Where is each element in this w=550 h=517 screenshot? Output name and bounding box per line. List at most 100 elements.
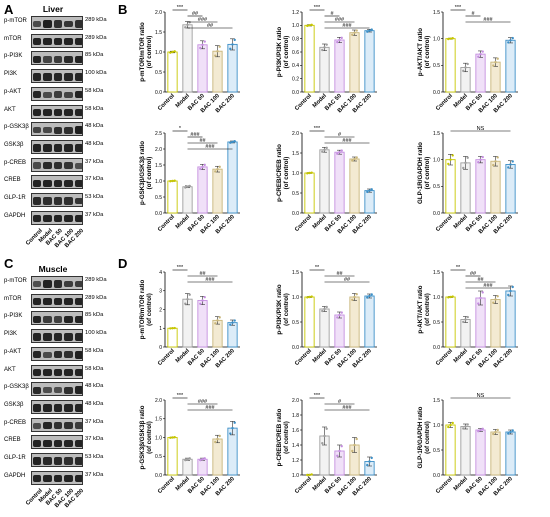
blot-strip (31, 157, 83, 172)
data-point (464, 66, 467, 69)
blot-band (43, 127, 52, 134)
blot-band (74, 37, 82, 46)
blot-strip (31, 86, 83, 101)
data-point (355, 437, 358, 441)
blot-band (74, 20, 82, 28)
data-point (509, 163, 512, 166)
blot-band (74, 126, 82, 134)
chart-10: 1.0 1.2 1.4 1.6 1.8 2.0 p-CREB/CREB ratio (of c… (276, 393, 377, 497)
data-point (308, 295, 311, 299)
blot-kda-label: 289 kDa (85, 34, 107, 41)
western-blot-muscle: Muscle p-mTOR 289 kDa mTOR 289 kDa p-PI3K 85 k… (4, 258, 116, 516)
data-point (479, 52, 482, 56)
blot-band (43, 474, 52, 483)
y-tick-label: 0 (159, 345, 162, 351)
data-point (216, 50, 219, 53)
data-point (366, 190, 369, 194)
y-tick-label: 1.0 (292, 171, 299, 177)
blot-band (64, 333, 73, 341)
blot-kda-label: 58 kDa (85, 365, 104, 372)
data-point (216, 319, 219, 322)
data-point (306, 296, 309, 299)
blot-band (43, 20, 52, 28)
bar (445, 159, 456, 214)
significance-label: ## (477, 277, 484, 283)
chart-9: 0.0 0.5 1.0 1.5 2.0 p-GSK3β/GSK3β ratio (of co… (139, 393, 240, 497)
blot-band (53, 316, 63, 323)
blot-band (32, 368, 42, 377)
y-tick-label: 1.0 (155, 50, 162, 56)
blot-band (53, 457, 63, 465)
data-point (496, 57, 499, 60)
y-tick-label: 1.8 (292, 413, 299, 419)
bar (490, 160, 501, 214)
blot-band (53, 126, 63, 134)
chart-0: 0.0 0.5 1.0 1.5 2.0 p-mTOR/mTOR ratio (of cont… (139, 5, 240, 114)
data-point (201, 458, 204, 461)
bar (475, 429, 486, 476)
blot-band (43, 37, 52, 46)
blot-protein-label: mTOR (4, 295, 22, 302)
panel-letter-d: D (118, 256, 128, 271)
blot-band (32, 457, 42, 465)
significance-label: ### (205, 277, 215, 283)
data-point (338, 38, 341, 42)
significance-label: *** (177, 265, 184, 271)
significance-label: ## (199, 138, 206, 144)
bar (304, 24, 315, 93)
data-point (355, 29, 358, 32)
bar (460, 426, 471, 476)
significance-label: ## (192, 11, 199, 17)
data-point (351, 449, 354, 453)
blot-kda-label: 100 kDa (85, 70, 107, 77)
bar (445, 38, 456, 93)
y-tick-label: 1.5 (155, 417, 162, 423)
data-point (325, 427, 328, 430)
y-axis-label: GLP-1R/GAPDH ratio (417, 142, 424, 204)
data-point (511, 285, 514, 289)
blot-kda-label: 48 kDa (85, 140, 104, 147)
blot-band (64, 315, 73, 324)
bar (505, 431, 516, 476)
data-point (321, 442, 324, 445)
data-point (466, 423, 469, 426)
blot-strip (31, 399, 83, 414)
blot-band (32, 386, 42, 394)
data-point (323, 434, 326, 438)
y-tick-label: 0.0 (433, 473, 440, 479)
data-point (496, 428, 499, 432)
data-point (233, 38, 236, 42)
data-point (368, 189, 371, 192)
data-point (353, 443, 356, 447)
y-axis-label-unit: (of control) (424, 36, 431, 69)
data-point (449, 295, 452, 299)
blot-protein-label: PI3K (4, 71, 18, 78)
blot-kda-label: 58 kDa (85, 87, 104, 94)
blot-band (53, 179, 63, 187)
bar (334, 39, 345, 93)
y-tick-label: 0.5 (433, 320, 440, 326)
data-point (171, 179, 174, 183)
bar (304, 296, 315, 348)
y-tick-label: 1.2 (292, 10, 299, 16)
data-point (355, 156, 358, 159)
data-point (336, 40, 339, 44)
y-axis-label-unit: (of control) (146, 421, 153, 454)
blot-protein-label: p-PI3K (4, 313, 23, 320)
y-axis-label: p-PI3K/PI3K ratio (276, 284, 283, 334)
significance-label: # (471, 11, 475, 17)
significance-label: *** (177, 393, 184, 399)
bar (349, 32, 360, 93)
data-point (494, 60, 497, 64)
data-point (171, 50, 174, 54)
blot-band (32, 333, 42, 341)
y-tick-label: 0.5 (433, 448, 440, 454)
blot-band (74, 144, 82, 152)
data-point (306, 24, 309, 28)
chart-3: 0.0 0.5 1.0 1.5 2.0 2.5 p-GSK3β/GSK3β ratio (of… (139, 126, 240, 235)
blot-band (64, 404, 73, 412)
bar (227, 43, 238, 93)
y-axis-label-unit: (of control) (146, 293, 153, 326)
data-point (173, 326, 176, 330)
data-point (509, 430, 512, 434)
